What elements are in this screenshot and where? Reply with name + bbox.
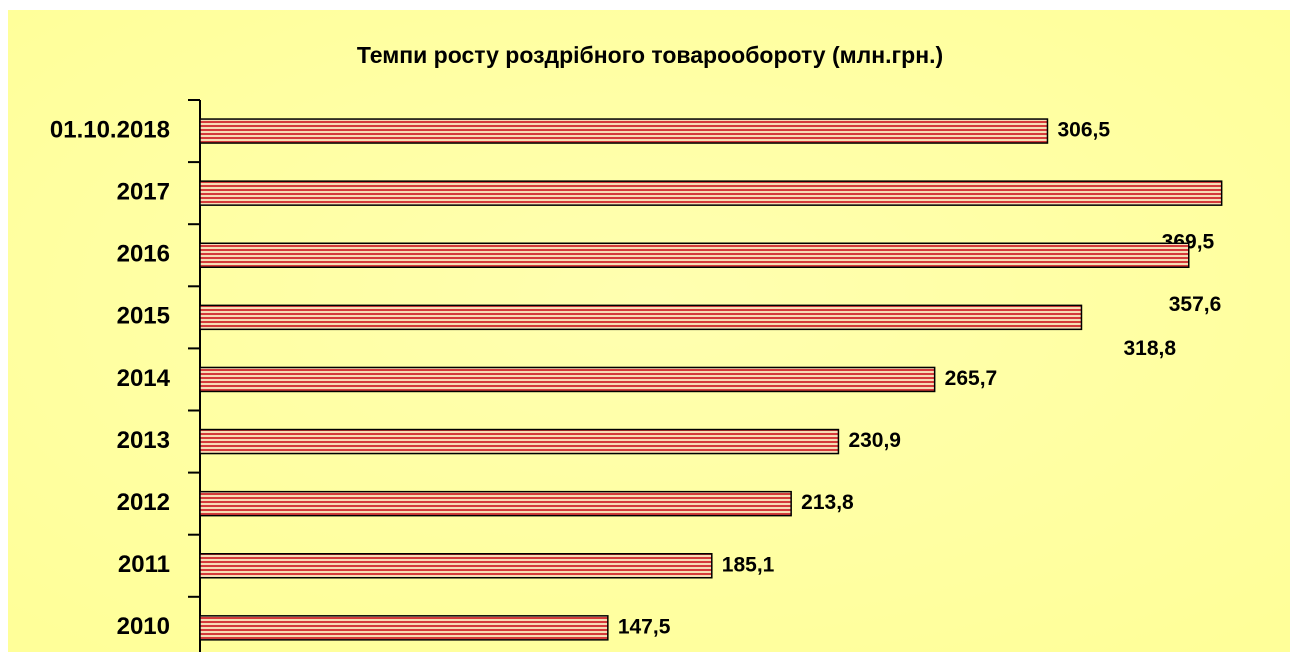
value-label: 147,5 <box>618 615 671 638</box>
value-label: 318,8 <box>1123 337 1176 360</box>
y-tick-label: 2013 <box>117 427 170 454</box>
value-label: 265,7 <box>945 367 998 390</box>
bar <box>199 553 713 579</box>
chart-title: Темпи росту роздрібного товарообороту (м… <box>357 42 943 68</box>
value-label: 230,9 <box>848 429 901 452</box>
bar <box>199 615 609 641</box>
y-tick-label: 2012 <box>117 489 170 516</box>
bar <box>199 242 1190 268</box>
value-label: 357,6 <box>1169 293 1222 316</box>
value-label: 306,5 <box>1057 119 1110 142</box>
y-tick-label: 2015 <box>117 303 170 330</box>
bar <box>199 366 936 393</box>
value-label: 213,8 <box>801 491 854 514</box>
y-tick-label: 2016 <box>117 241 170 268</box>
bar <box>199 118 1049 144</box>
bar <box>199 304 1083 331</box>
bar <box>199 180 1223 206</box>
y-tick-label: 2010 <box>117 613 170 640</box>
y-tick-label: 2011 <box>118 551 170 578</box>
y-tick-label: 2017 <box>117 178 170 205</box>
y-tick-label: 01.10.2018 <box>50 116 170 143</box>
y-tick-label: 2014 <box>117 365 171 392</box>
bar <box>199 428 840 455</box>
value-label: 185,1 <box>722 553 775 576</box>
bar <box>199 490 792 517</box>
plot-background <box>8 10 1290 652</box>
